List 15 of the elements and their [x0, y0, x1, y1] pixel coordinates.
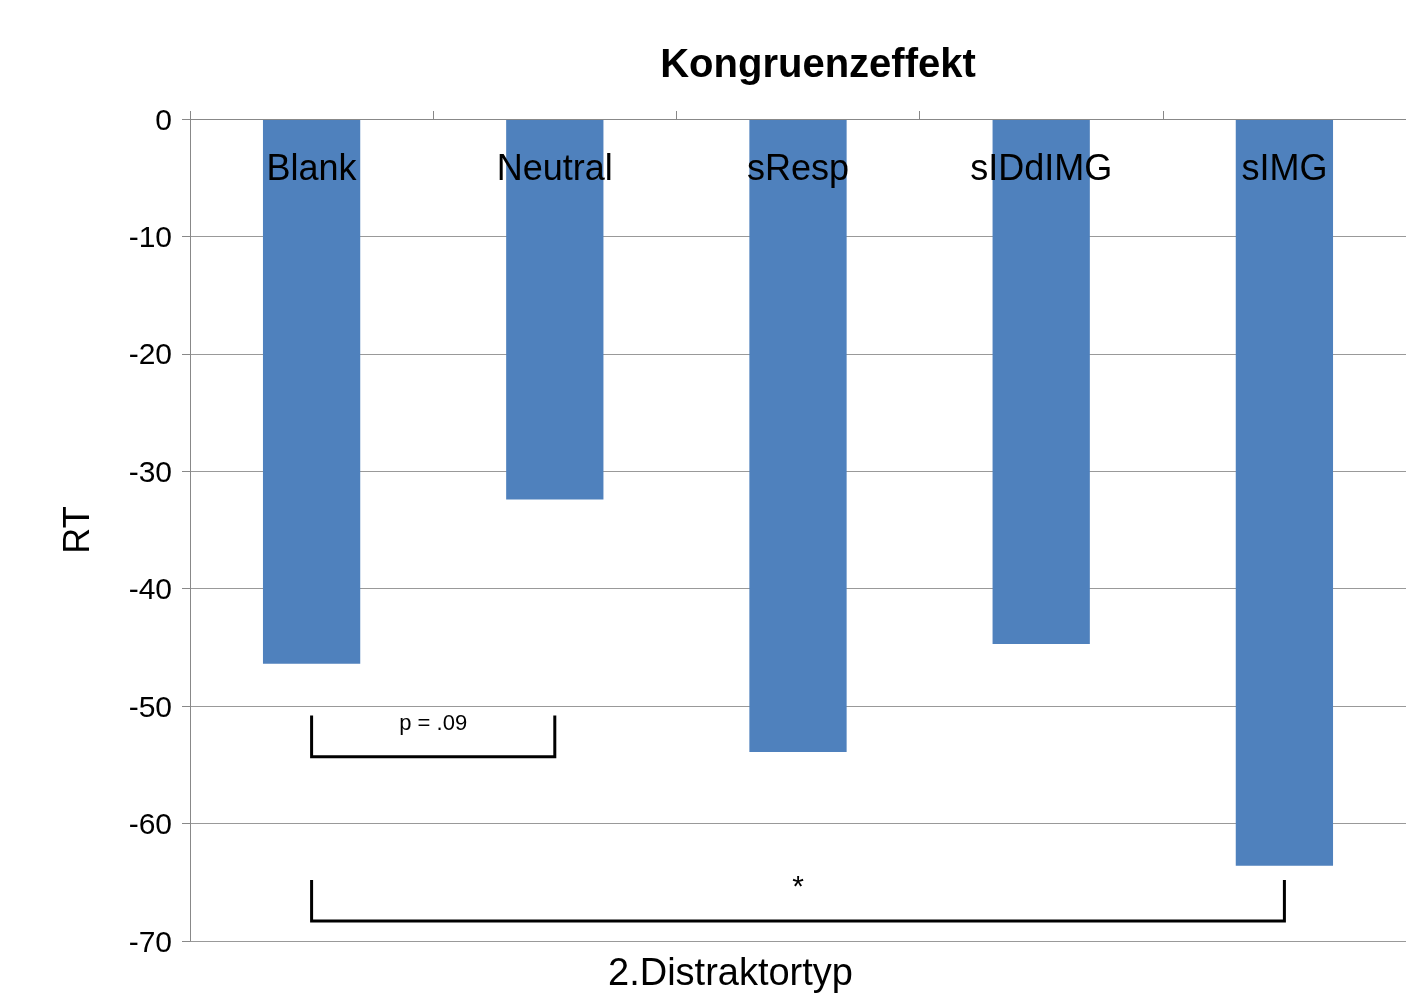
y-tick-label: -70: [128, 924, 172, 958]
y-tick-label: -50: [128, 689, 172, 723]
y-tick-label: -30: [128, 454, 172, 488]
y-tick-label: 0: [155, 102, 172, 136]
y-axis-title: RT: [55, 506, 97, 554]
y-tick-label: -10: [128, 219, 172, 253]
annotation: p = .09: [399, 709, 468, 735]
annotation: *: [792, 869, 805, 903]
x-tick-label: sIMG: [1241, 146, 1328, 188]
x-axis-title: 2.Distraktortyp: [608, 951, 853, 993]
x-tick-label: Blank: [266, 146, 358, 188]
y-tick-label: -60: [128, 807, 172, 841]
chart-title: Kongruenzeffekt: [660, 41, 976, 85]
y-tick-label: -20: [128, 337, 172, 371]
y-tick-label: -40: [128, 572, 172, 606]
